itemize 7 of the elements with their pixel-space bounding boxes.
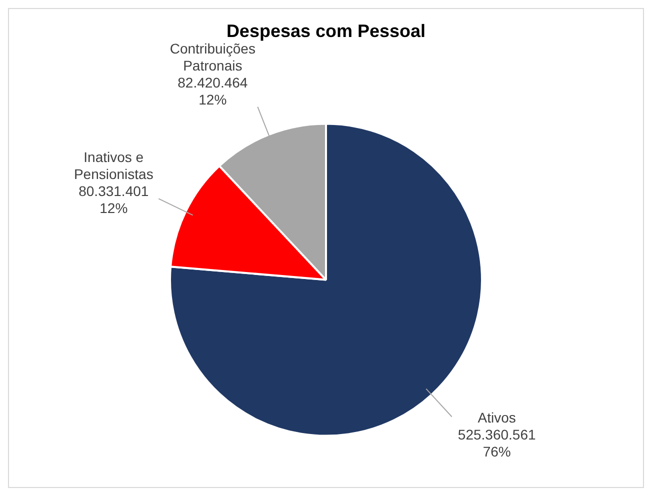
data-label: 82.420.464 12%: [178, 74, 248, 108]
chart-title: Despesas com Pessoal: [226, 20, 426, 41]
data-label: 80.331.401 12%: [78, 183, 149, 216]
slice-label: Ativos: [478, 409, 516, 426]
slice-label: Inativos e Pensionistas: [74, 149, 154, 182]
data-label: 525.360.561 76%: [458, 426, 536, 460]
slice-label: Contribuições Patronais: [170, 40, 256, 74]
